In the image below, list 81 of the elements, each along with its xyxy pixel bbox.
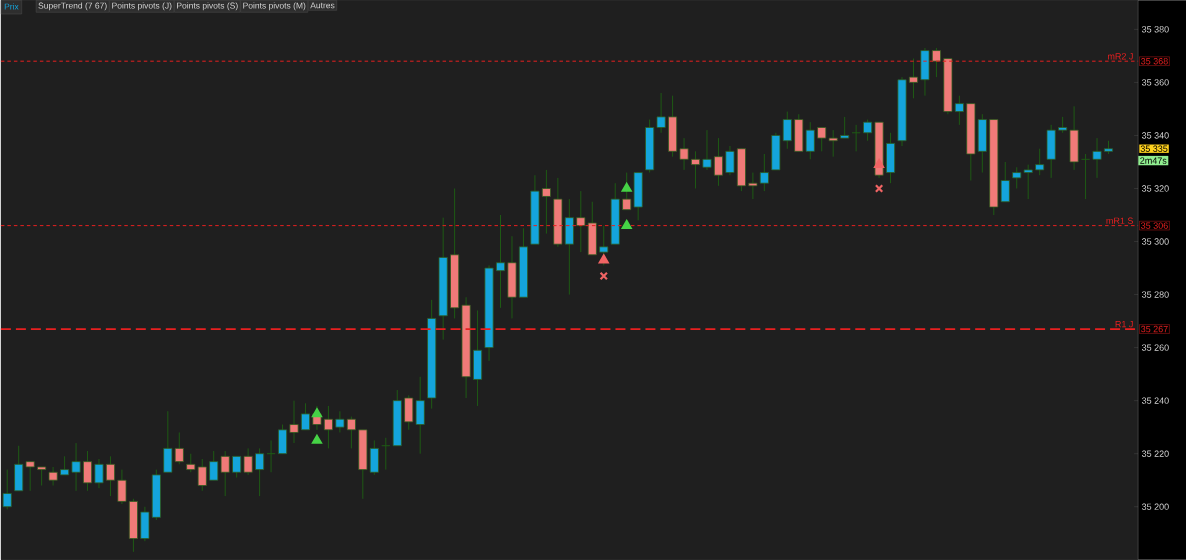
candlestick [232, 455, 242, 479]
point [599, 271, 609, 281]
candlestick [908, 58, 919, 99]
candlestick [82, 450, 93, 492]
candlestick [828, 129, 838, 158]
annotation: Points pivots (M) [243, 2, 306, 11]
candlestick [495, 214, 506, 309]
candlestick [817, 127, 827, 152]
ref-line-label: mR1 S [1106, 217, 1133, 224]
y-tick-label: 35 240 [1141, 397, 1169, 404]
candlestick [117, 469, 127, 505]
text: 2m47s [1140, 157, 1167, 164]
candlestick [105, 455, 115, 497]
y-tick-label: 35 320 [1141, 185, 1169, 192]
y-tick-label: 35 360 [1141, 79, 1169, 86]
ref-line-label: R1 J [1115, 321, 1133, 328]
point [621, 220, 632, 229]
y2-tick-label: 35 267 [1141, 325, 1168, 333]
text: Prix [4, 3, 19, 10]
candlestick [289, 400, 299, 444]
candlestick [656, 92, 666, 134]
y-tick-label: 35 260 [1141, 344, 1169, 351]
candlestick [25, 461, 35, 492]
candlestick [931, 47, 941, 78]
candlestick [94, 458, 104, 489]
candlestick [759, 153, 769, 192]
candlestick [255, 447, 265, 497]
candlestick [60, 455, 70, 476]
candlestick [725, 145, 735, 176]
candlestick [1092, 137, 1102, 179]
y-tick-label: 35 340 [1141, 132, 1169, 139]
candlestick [1080, 153, 1091, 200]
candlestick [840, 116, 850, 139]
candlestick [220, 450, 230, 497]
candlestick [346, 416, 356, 449]
candlestick [71, 442, 81, 492]
point [874, 159, 885, 168]
candlestick [679, 137, 689, 171]
candlestick [209, 450, 219, 481]
candlestick [243, 447, 253, 476]
candlestick [1035, 148, 1045, 176]
point [598, 254, 609, 264]
annotation: Points pivots (S) [177, 2, 238, 11]
ref-line-label: mR2 J [1108, 53, 1133, 60]
candlestick [300, 402, 311, 431]
candlestick [335, 410, 345, 433]
y-tick-label: 35 280 [1141, 291, 1169, 298]
candlestick [2, 469, 12, 510]
candlestick [163, 410, 173, 473]
candlestick [266, 439, 276, 473]
candlestick [37, 466, 47, 487]
candlestick [599, 225, 609, 266]
candlestick [381, 437, 391, 471]
candlestick [954, 95, 964, 126]
point [311, 434, 322, 444]
candlestick [702, 129, 712, 171]
point [874, 184, 884, 193]
annotation: Autres [310, 2, 335, 9]
y-tick-label: 35 220 [1141, 450, 1169, 457]
candlestick [174, 431, 184, 465]
candlestick [278, 424, 288, 455]
y2-tick-label: 35 368 [1141, 58, 1168, 65]
y-tick-label: 35 200 [1141, 503, 1169, 510]
candlestick [690, 150, 701, 189]
point [311, 408, 322, 418]
candlestick [782, 111, 792, 150]
annotation: SuperTrend (7 67) [38, 2, 107, 11]
candlestick [713, 137, 723, 187]
y-tick-label: 35 380 [1141, 26, 1169, 33]
candlestick [48, 466, 58, 487]
y2-tick-label: 35 306 [1141, 222, 1168, 229]
candlestick [863, 119, 873, 142]
candlestick [541, 169, 551, 235]
point [621, 182, 632, 192]
candlestick [851, 124, 861, 152]
y-tick-label: 35 300 [1141, 238, 1169, 245]
y2-tick-label: 35 335 [1140, 145, 1168, 152]
candlestick [369, 439, 379, 476]
candlestick [323, 405, 333, 449]
annotation: Points pivots (J) [112, 2, 172, 11]
candlestick [748, 172, 758, 200]
